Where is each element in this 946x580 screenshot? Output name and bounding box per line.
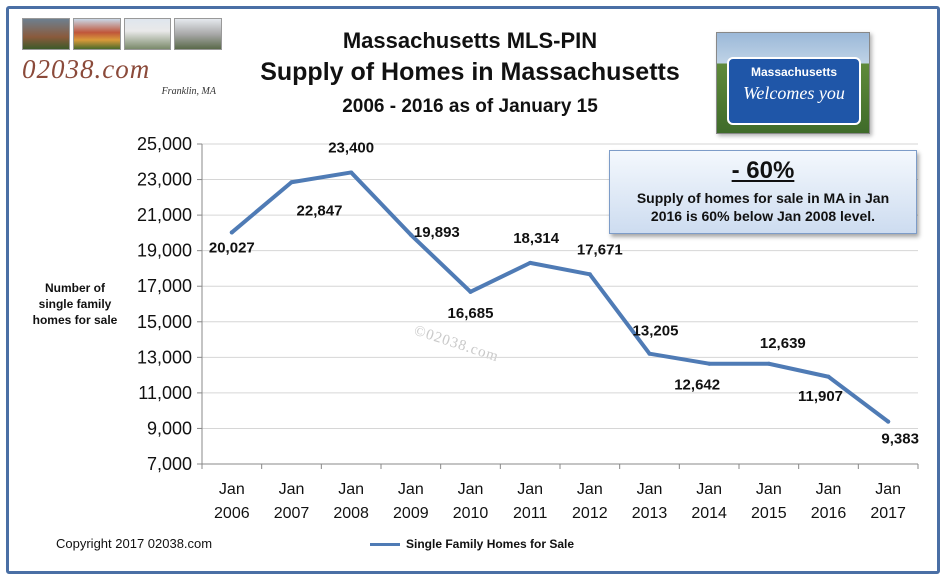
y-tick-label: 17,000 <box>137 276 192 296</box>
y-tick-label: 9,000 <box>147 418 192 438</box>
x-tick-label-year: 2014 <box>691 505 727 522</box>
x-tick-label-year: 2007 <box>274 505 310 522</box>
data-label: 18,314 <box>513 230 560 247</box>
data-label: 19,893 <box>414 224 460 241</box>
x-tick-label-month: Jan <box>696 481 722 498</box>
chart-title-line2: Supply of Homes in Massachusetts <box>260 58 680 86</box>
data-label: 12,639 <box>760 335 806 352</box>
x-tick-label-month: Jan <box>398 481 424 498</box>
y-tick-label: 7,000 <box>147 454 192 474</box>
x-tick-label-month: Jan <box>458 481 484 498</box>
x-tick-label-month: Jan <box>875 481 901 498</box>
y-tick-label: 25,000 <box>137 134 192 154</box>
x-tick-label-year: 2009 <box>393 505 429 522</box>
logo-subtext: Franklin, MA <box>161 86 216 97</box>
callout-text: Supply of homes for sale in MA in Jan 20… <box>636 190 890 224</box>
logo-text: 02038.com <box>22 54 151 84</box>
data-point <box>289 180 294 185</box>
welcome-sign-board: Massachusetts Welcomes you <box>727 57 861 125</box>
logo-photos <box>22 18 222 50</box>
x-tick-label-year: 2013 <box>632 505 668 522</box>
y-axis-label: Number of single family homes for sale <box>28 280 122 328</box>
y-tick-label: 23,000 <box>137 170 192 190</box>
y-tick-label: 19,000 <box>137 241 192 261</box>
data-label: 16,685 <box>448 305 494 322</box>
x-tick-label-month: Jan <box>637 481 663 498</box>
data-point <box>647 351 652 356</box>
chart-legend: Single Family Homes for Sale <box>370 537 574 551</box>
y-tick-label: 15,000 <box>137 312 192 332</box>
data-point <box>886 419 891 424</box>
copyright-text: Copyright 2017 02038.com <box>56 536 213 551</box>
data-label: 12,642 <box>674 377 720 394</box>
welcome-sign-line1: Massachusetts <box>750 65 838 79</box>
y-tick-label: 11,000 <box>138 383 192 403</box>
chart-title-line3: 2006 - 2016 as of January 15 <box>342 96 598 117</box>
legend-label: Single Family Homes for Sale <box>406 537 575 551</box>
data-point <box>528 260 533 265</box>
data-point <box>826 374 831 379</box>
logo-photo-house <box>22 18 70 50</box>
data-label: 22,847 <box>297 202 343 219</box>
data-point <box>587 272 592 277</box>
callout-box: - 60% Supply of homes for sale in MA in … <box>609 150 917 234</box>
welcome-sign-line2: Welcomes you <box>743 83 845 103</box>
x-tick-label-year: 2008 <box>333 505 369 522</box>
data-point <box>468 289 473 294</box>
y-tick-label: 13,000 <box>137 347 192 367</box>
data-label: 20,027 <box>209 239 255 256</box>
x-tick-label-month: Jan <box>219 481 245 498</box>
data-point <box>766 361 771 366</box>
chart-title-line1: Massachusetts MLS-PIN <box>342 28 598 53</box>
x-tick-label-month: Jan <box>756 481 782 498</box>
legend-line-swatch <box>370 542 400 546</box>
x-tick-label-month: Jan <box>517 481 543 498</box>
data-point <box>408 232 413 237</box>
y-axis-label-line: single family <box>38 297 112 311</box>
x-tick-label-month: Jan <box>577 481 603 498</box>
x-tick-label-year: 2015 <box>751 505 787 522</box>
x-tick-label-month: Jan <box>279 481 305 498</box>
x-tick-label-year: 2017 <box>870 505 906 522</box>
data-point <box>349 170 354 175</box>
y-axis-label-line: homes for sale <box>32 313 118 327</box>
series-line <box>229 170 891 424</box>
callout-title: - 60% <box>731 157 795 184</box>
x-tick-label-month: Jan <box>816 481 842 498</box>
x-tick-label-year: 2010 <box>453 505 489 522</box>
x-tick-label-month: Jan <box>338 481 364 498</box>
data-label: 17,671 <box>577 241 623 258</box>
data-point <box>229 230 234 235</box>
y-axis-label-line: Number of <box>45 281 105 295</box>
logo-photo-building <box>123 18 172 50</box>
x-tick-label-year: 2016 <box>811 505 847 522</box>
y-tick-label: 21,000 <box>137 205 192 225</box>
data-point <box>707 361 712 366</box>
x-tick-label-year: 2012 <box>572 505 608 522</box>
welcome-sign-photo: Massachusetts Welcomes you <box>716 32 870 134</box>
x-tick-label-year: 2011 <box>513 505 548 522</box>
logo-photo-autumn <box>72 18 121 50</box>
data-label: 23,400 <box>328 139 374 156</box>
data-label: 13,205 <box>633 323 679 340</box>
x-tick-label-year: 2006 <box>214 505 250 522</box>
logo-photo-monument <box>174 18 222 50</box>
data-label: 11,907 <box>798 388 843 405</box>
data-label: 9,383 <box>881 431 919 448</box>
site-logo[interactable]: 02038.com Franklin, MA <box>22 18 222 100</box>
